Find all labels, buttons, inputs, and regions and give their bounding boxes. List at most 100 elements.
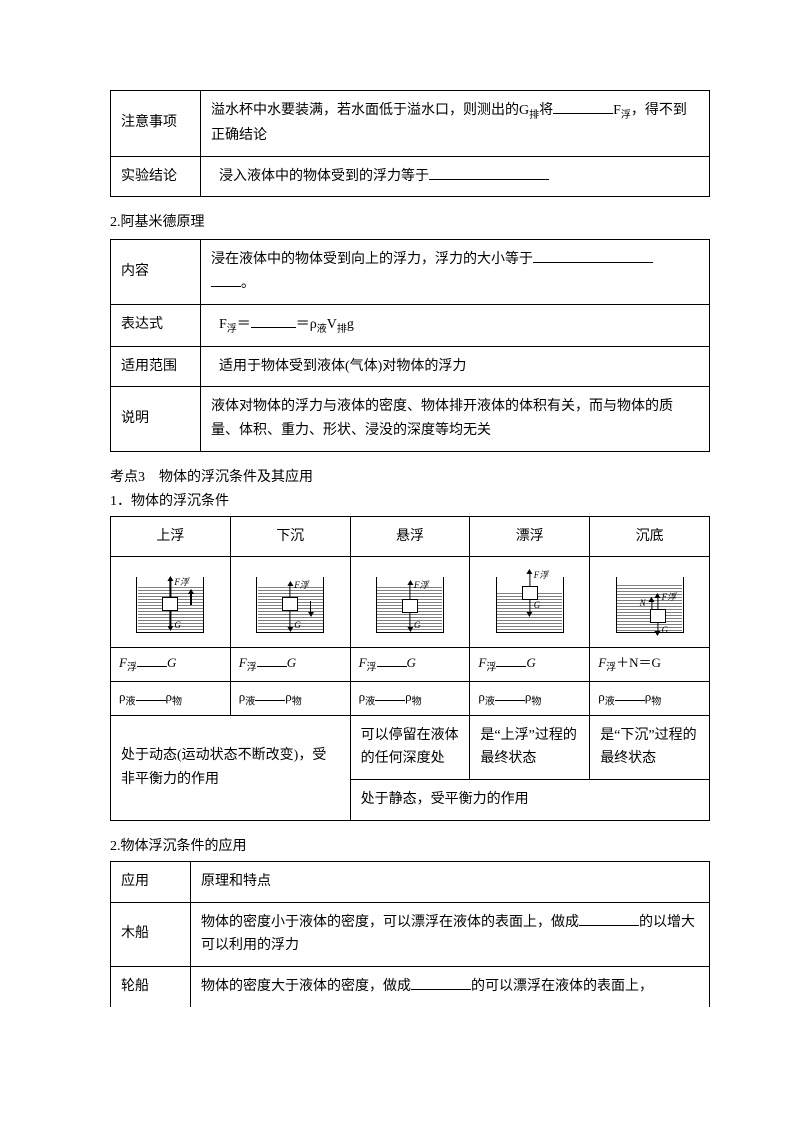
r2bs: 物 bbox=[292, 697, 302, 708]
rho-cell-5: ρ液ρ物 bbox=[590, 681, 710, 715]
t2-r4-label: 说明 bbox=[111, 387, 201, 452]
blank-fg4 bbox=[496, 654, 526, 667]
t1r1-a: 溢水杯中水要装满，若水面低于溢水口，则测出的G bbox=[211, 103, 529, 118]
label-g-5: G bbox=[662, 626, 669, 635]
r2s: 液 bbox=[245, 697, 255, 708]
rho-cell-3: ρ液ρ物 bbox=[350, 681, 470, 715]
app-r2-label: 轮船 bbox=[111, 967, 191, 1007]
t2r2-c: ＝ρ bbox=[296, 317, 317, 332]
diagram-chendi: F浮 N G bbox=[590, 557, 710, 648]
cond-h5: 沉底 bbox=[590, 516, 710, 557]
t2r2-asub: 浮 bbox=[227, 324, 237, 335]
cond-h3: 悬浮 bbox=[350, 516, 470, 557]
t2-r3-label: 适用范围 bbox=[111, 346, 201, 387]
app-r1-a: 物体的密度小于液体的密度，可以漂浮在液体的表面上，做成 bbox=[201, 915, 579, 930]
r4bs: 物 bbox=[531, 697, 541, 708]
cond-h4: 漂浮 bbox=[470, 516, 590, 557]
blank-3b bbox=[211, 273, 241, 287]
label-ffu-4: F浮 bbox=[534, 571, 549, 580]
table-conditions: 上浮 下沉 悬浮 漂浮 沉底 F浮 G bbox=[110, 516, 710, 821]
r5bs: 物 bbox=[651, 697, 661, 708]
r1bs: 物 bbox=[172, 697, 182, 708]
cond-h2: 下沉 bbox=[230, 516, 350, 557]
t2r2-csub: 液 bbox=[317, 324, 327, 335]
fg-cell-4: F浮G bbox=[470, 648, 590, 682]
desc-4: 是“上浮”过程的最终状态 bbox=[470, 715, 590, 780]
rho-cell-4: ρ液ρ物 bbox=[470, 681, 590, 715]
fg1sub: 浮 bbox=[127, 663, 137, 674]
label-n-5: N bbox=[640, 599, 646, 608]
r3bs: 物 bbox=[412, 697, 422, 708]
label-ffu-3: F浮 bbox=[414, 581, 429, 590]
desc-bottom: 处于静态，受平衡力的作用 bbox=[350, 780, 709, 821]
fg3b: G bbox=[407, 655, 416, 670]
blank-r4 bbox=[495, 688, 525, 701]
app-h1: 应用 bbox=[111, 861, 191, 902]
table-archimedes: 内容 浸在液体中的物体受到向上的浮力，浮力的大小等于。 表达式 F浮＝＝ρ液V排… bbox=[110, 239, 710, 452]
t2-r2-content: F浮＝ ＝ρ液V排g bbox=[201, 304, 710, 346]
t1r1-c: F bbox=[613, 103, 621, 118]
blank-4 bbox=[251, 313, 296, 327]
label-g-2: G bbox=[294, 621, 301, 630]
fg-cell-3: F浮G bbox=[350, 648, 470, 682]
blank-r2 bbox=[255, 688, 285, 701]
fg-cell-1: F浮G bbox=[111, 648, 231, 682]
app-r2-b: 的可以漂浮在液体的表面上， bbox=[471, 979, 653, 994]
diagram-piaofu: F浮 G bbox=[470, 557, 590, 648]
diagram-xiachen: F浮 G bbox=[230, 557, 350, 648]
label-g: G bbox=[174, 621, 181, 630]
blank-app1 bbox=[579, 911, 639, 925]
fg2a: F bbox=[239, 655, 247, 670]
blank-fg2 bbox=[257, 654, 287, 667]
cond-h1: 上浮 bbox=[111, 516, 231, 557]
fg3a: F bbox=[359, 655, 367, 670]
desc-12: 处于动态(运动状态不断改变)，受非平衡力的作用 bbox=[111, 715, 351, 820]
t1-r2-label: 实验结论 bbox=[111, 156, 201, 197]
diagram-xuanfu: F浮 G bbox=[350, 557, 470, 648]
blank-2 bbox=[429, 165, 549, 179]
label-ffu-2: F浮 bbox=[294, 581, 309, 590]
fg-cell-2: F浮G bbox=[230, 648, 350, 682]
label-g-4: G bbox=[534, 601, 541, 610]
rho-cell-2: ρ液ρ物 bbox=[230, 681, 350, 715]
t2r2-e: g bbox=[347, 317, 354, 332]
r1s: 液 bbox=[126, 697, 136, 708]
blank-r5 bbox=[615, 688, 645, 701]
label-g-3: G bbox=[414, 621, 421, 630]
desc-3: 可以停留在液体的任何深度处 bbox=[350, 715, 470, 780]
t1r1-sub: 排 bbox=[529, 110, 539, 121]
fg4b: G bbox=[526, 655, 535, 670]
label-ffu-5: F浮 bbox=[662, 593, 677, 602]
t1-r1-label: 注意事项 bbox=[111, 91, 201, 157]
r3s: 液 bbox=[365, 697, 375, 708]
fg1a: F bbox=[119, 655, 127, 670]
app-r1-content: 物体的密度小于液体的密度，可以漂浮在液体的表面上，做成的以增大可以利用的浮力 bbox=[191, 902, 710, 967]
app-r2-a: 物体的密度大于液体的密度，做成 bbox=[201, 979, 411, 994]
fg2b: G bbox=[287, 655, 296, 670]
t2r2-b: ＝ bbox=[237, 317, 251, 332]
rho-cell-1: ρ液ρ物 bbox=[111, 681, 231, 715]
kd3-title: 考点3 物体的浮沉条件及其应用 bbox=[110, 466, 710, 490]
diagram-shangfu: F浮 G bbox=[111, 557, 231, 648]
blank-app2 bbox=[411, 976, 471, 990]
t2-r1-content: 浸在液体中的物体受到向上的浮力，浮力的大小等于。 bbox=[201, 240, 710, 305]
label-ffu: F浮 bbox=[174, 578, 189, 587]
fg4sub: 浮 bbox=[486, 663, 496, 674]
t2-r4-content: 液体对物体的浮力与液体的密度、物体排开液体的体积有关，而与物体的质量、体积、重力… bbox=[201, 387, 710, 452]
table-notes: 注意事项 溢水杯中水要装满，若水面低于溢水口，则测出的G排将F浮，得不到正确结论… bbox=[110, 90, 710, 197]
t2-r2-label: 表达式 bbox=[111, 304, 201, 346]
r4s: 液 bbox=[485, 697, 495, 708]
t1r1-b: 将 bbox=[539, 103, 553, 118]
t2-r3-content: 适用于物体受到液体(气体)对物体的浮力 bbox=[201, 346, 710, 387]
t2r2-dsub: 排 bbox=[337, 324, 347, 335]
app-r2-content: 物体的密度大于液体的密度，做成 的可以漂浮在液体的表面上， bbox=[191, 967, 710, 1007]
desc-5: 是“下沉”过程的最终状态 bbox=[590, 715, 710, 780]
blank-3 bbox=[533, 249, 653, 263]
t2r2-a: F bbox=[219, 317, 227, 332]
fg5b: ＋N＝G bbox=[616, 655, 661, 670]
t1r1-csub: 浮 bbox=[621, 110, 631, 121]
table-applications: 应用 原理和特点 木船 物体的密度小于液体的密度，可以漂浮在液体的表面上，做成的… bbox=[110, 861, 710, 1007]
t2r2-d: V bbox=[327, 317, 337, 332]
kd3-sub2: 2.物体浮沉条件的应用 bbox=[110, 835, 710, 859]
blank-r1 bbox=[136, 688, 166, 701]
